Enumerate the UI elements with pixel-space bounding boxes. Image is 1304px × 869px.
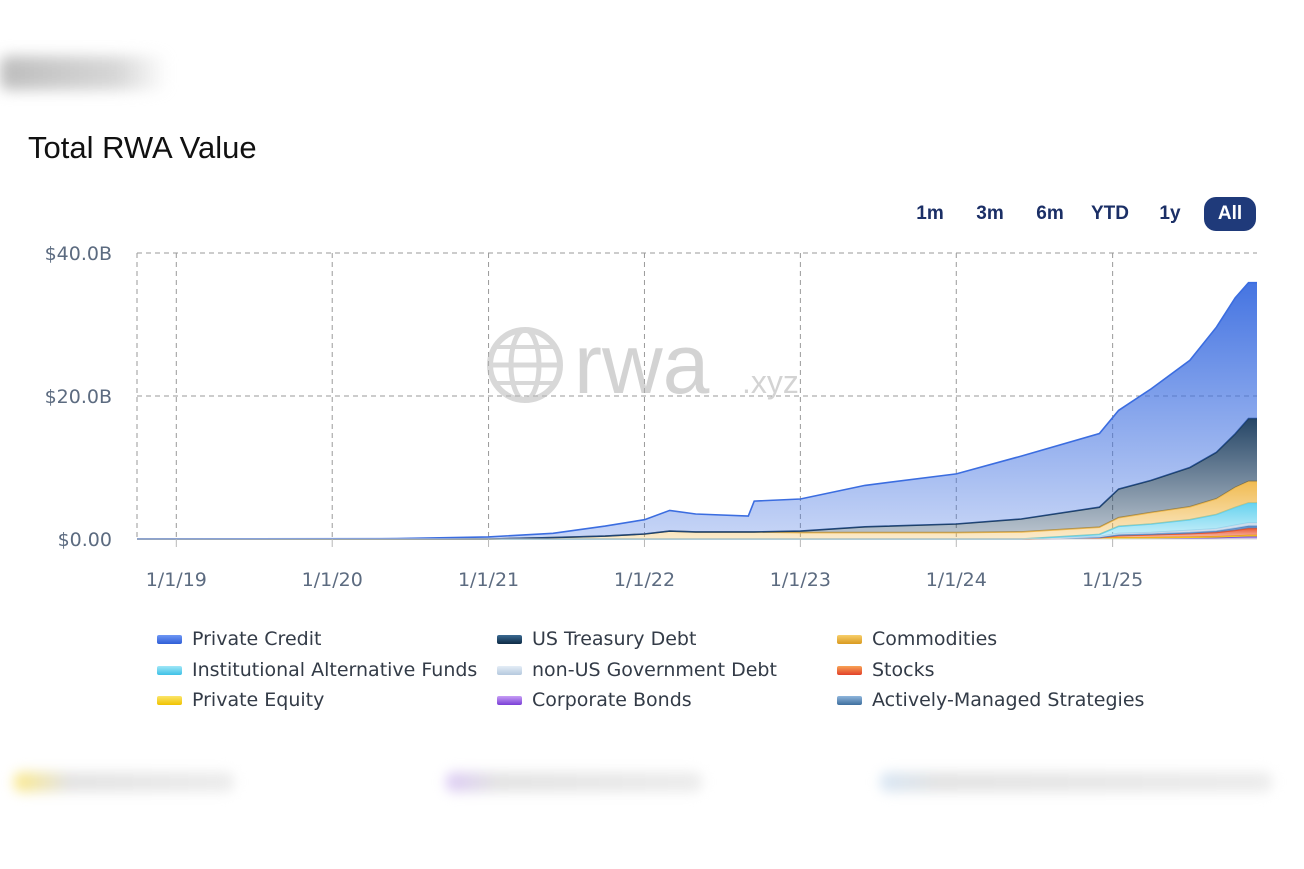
- legend-label: Commodities: [872, 628, 998, 650]
- blurred-card-1: [14, 772, 234, 792]
- blurred-section-header: [0, 56, 168, 90]
- x-tick-label: 1/1/22: [614, 569, 675, 591]
- legend-item-corporate-bonds[interactable]: Corporate Bonds: [497, 688, 692, 712]
- legend-swatch: [837, 695, 862, 705]
- legend-swatch: [497, 634, 522, 644]
- legend-item-commodities[interactable]: Commodities: [837, 627, 997, 651]
- legend-swatch: [157, 665, 182, 675]
- y-tick-label: $20.0B: [45, 386, 112, 408]
- chart-legend: Private Credit US Treasury Debt Commoditie…: [0, 622, 1304, 722]
- legend-label: Private Credit: [192, 628, 322, 650]
- x-tick-label: 1/1/23: [770, 569, 831, 591]
- legend-swatch: [157, 634, 182, 644]
- area-private-credit: [137, 282, 1257, 539]
- y-tick-label: $40.0B: [45, 243, 112, 265]
- range-button-ytd[interactable]: YTD: [1091, 203, 1129, 224]
- blurred-card-2: [446, 772, 702, 792]
- legend-item-institutional-alternative-funds[interactable]: Institutional Alternative Funds: [157, 658, 477, 682]
- x-tick-label: 1/1/24: [926, 569, 987, 591]
- legend-item-actively-managed-strategies[interactable]: Actively-Managed Strategies: [837, 688, 1144, 712]
- watermark-text: rwa: [574, 317, 710, 411]
- legend-item-us-treasury-debt[interactable]: US Treasury Debt: [497, 627, 696, 651]
- x-tick-label: 1/1/25: [1082, 569, 1143, 591]
- x-tick-label: 1/1/20: [302, 569, 363, 591]
- legend-label: non-US Government Debt: [532, 659, 777, 681]
- range-button-1m[interactable]: 1m: [916, 203, 944, 224]
- legend-swatch: [837, 665, 862, 675]
- legend-item-stocks[interactable]: Stocks: [837, 658, 934, 682]
- range-button-6m[interactable]: 6m: [1036, 203, 1064, 224]
- globe-icon: [487, 327, 563, 403]
- x-tick-label: 1/1/19: [146, 569, 207, 591]
- line-private-credit: [136, 281, 1257, 540]
- x-tick-label: 1/1/21: [458, 569, 519, 591]
- legend-label: Actively-Managed Strategies: [872, 689, 1145, 711]
- legend-swatch: [497, 695, 522, 705]
- legend-swatch: [497, 665, 522, 675]
- range-button-1y[interactable]: 1y: [1159, 203, 1181, 224]
- legend-swatch: [837, 634, 862, 644]
- time-range-selector: 1m 3m 6m YTD 1y All: [900, 197, 1260, 233]
- watermark-suffix: .xyz: [742, 364, 799, 400]
- legend-item-non-us-government-debt[interactable]: non-US Government Debt: [497, 658, 777, 682]
- range-button-all[interactable]: All: [1204, 197, 1256, 231]
- page-title: Total RWA Value: [28, 130, 257, 165]
- legend-item-private-credit[interactable]: Private Credit: [157, 627, 321, 651]
- legend-label: Corporate Bonds: [532, 689, 692, 711]
- range-button-3m[interactable]: 3m: [976, 203, 1004, 224]
- legend-label: Institutional Alternative Funds: [192, 659, 478, 681]
- blurred-card-3: [880, 772, 1272, 792]
- y-tick-label: $0.00: [58, 529, 112, 551]
- legend-swatch: [157, 695, 182, 705]
- chart-axes: $0.00 $20.0B $40.0B 1/1/19 1/1/20 1/1/21 1/1/2…: [45, 243, 1257, 591]
- rwa-value-chart: rwa .xyz $0.00 $20.0B $40.0B 1/1/19 1/1/20 1/…: [45, 243, 1257, 591]
- legend-label: Stocks: [872, 659, 935, 681]
- legend-item-private-equity[interactable]: Private Equity: [157, 688, 324, 712]
- legend-label: Private Equity: [192, 689, 325, 711]
- legend-label: US Treasury Debt: [532, 628, 697, 650]
- rwa-watermark: rwa .xyz: [487, 317, 799, 411]
